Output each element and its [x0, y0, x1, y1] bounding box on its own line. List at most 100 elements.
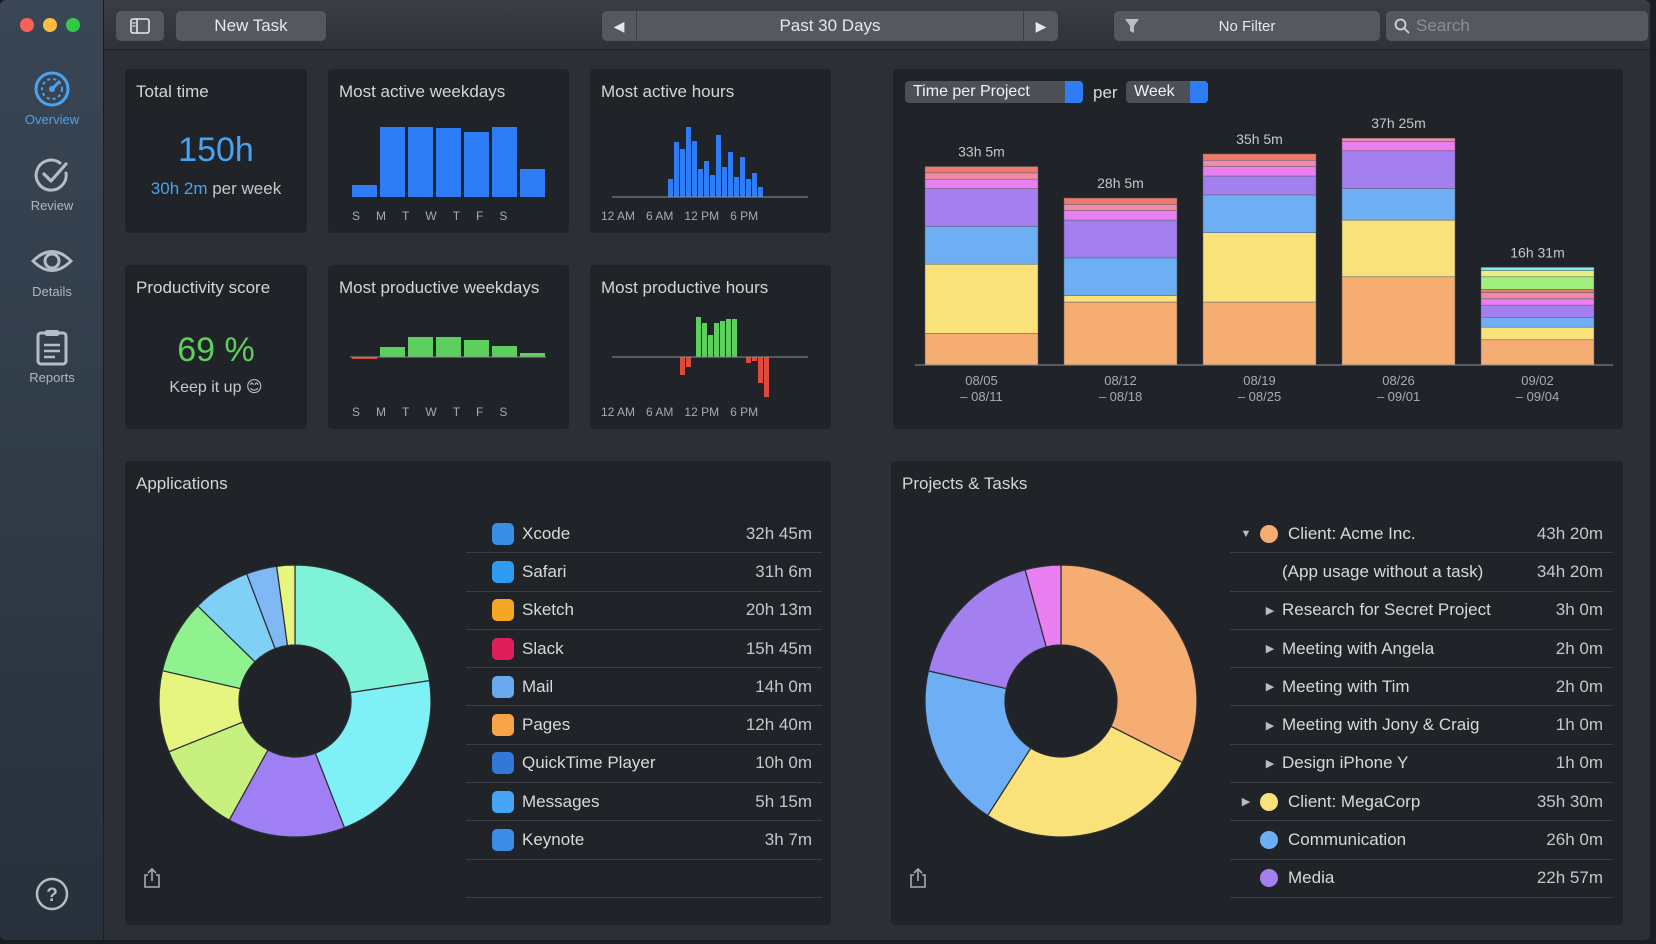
zoom-window-button[interactable]: [66, 18, 80, 32]
project-duration: 3h 0m: [1555, 600, 1603, 620]
toggle-sidebar-button[interactable]: [116, 11, 164, 41]
donut-slice: [986, 725, 1184, 838]
app-row[interactable]: Sketch 20h 13m: [466, 592, 822, 630]
minimize-window-button[interactable]: [43, 18, 57, 32]
project-row[interactable]: News5h 40m: [1230, 898, 1613, 901]
disclosure-collapsed-icon[interactable]: ▶: [1265, 643, 1275, 656]
donut-slice: [294, 564, 431, 694]
bar-total-label: 35h 5m: [1236, 131, 1283, 147]
per-label: per: [1093, 83, 1118, 102]
project-stack-segment: [1480, 292, 1595, 300]
app-row[interactable]: Mail 14h 0m: [466, 668, 822, 707]
app-duration: 31h 6m: [755, 561, 812, 581]
previous-range-button[interactable]: ◀: [602, 11, 636, 41]
project-duration: 2h 0m: [1555, 676, 1603, 696]
disclosure-collapsed-icon[interactable]: ▶: [1265, 604, 1275, 617]
app-name: Messages: [522, 791, 600, 811]
project-name: Meeting with Jony & Craig: [1282, 715, 1480, 735]
weekday-bar: [380, 127, 405, 197]
project-stack-segment: [1202, 194, 1317, 233]
project-row[interactable]: ▶ Client: MegaCorp 35h 30m: [1230, 783, 1613, 822]
search-field[interactable]: [1386, 11, 1648, 41]
xcode-app-icon: [492, 522, 514, 545]
app-row[interactable]: QuickTime Player 10h 0m: [466, 745, 822, 784]
project-duration: 1h 0m: [1555, 753, 1603, 773]
question-circle-icon[interactable]: ?: [34, 876, 70, 912]
close-window-button[interactable]: [20, 18, 34, 32]
app-row[interactable]: Keynote 3h 7m: [466, 821, 822, 860]
axis-tick-label: W: [425, 405, 437, 419]
app-row[interactable]: Slack 15h 45m: [466, 630, 822, 669]
search-input[interactable]: [1416, 15, 1636, 37]
weekdays-bar-chart: [352, 127, 545, 197]
weekday-bar: [436, 128, 461, 197]
most-active-hours-card: Most active hours 12 AM 6 AM 12 PM 6 PM: [590, 69, 831, 233]
x-axis-tick-label: – 09/01: [1377, 389, 1420, 404]
app-row[interactable]: Pages 12h 40m: [466, 706, 822, 745]
weekday-bar: [492, 346, 517, 357]
hour-axis-labels: 12 AM 6 AM 12 PM 6 PM: [601, 209, 769, 223]
share-icon[interactable]: [143, 867, 161, 889]
hour-bar: [758, 357, 763, 383]
select-stepper-icon: [1065, 81, 1083, 103]
app-row[interactable]: Messages 5h 15m: [466, 783, 822, 822]
time-per-project-card: Time per Project per Week 33h 5m 08/05– 0…: [893, 69, 1623, 429]
weekday-bar: [436, 337, 461, 357]
app-duration: 15h 45m: [745, 638, 812, 658]
sidebar: Overview Review Details: [0, 0, 104, 940]
app-row[interactable]: Safari 31h 6m: [466, 553, 822, 592]
hour-bar: [720, 321, 725, 357]
per-week-suffix: per week: [212, 179, 282, 198]
project-row[interactable]: Communication 26h 0m: [1230, 821, 1613, 860]
sidebar-item-review[interactable]: Review: [0, 154, 104, 240]
task-row[interactable]: ▶ Research for Secret Project 3h 0m: [1230, 592, 1613, 630]
project-duration: 35h 30m: [1536, 791, 1603, 811]
disclosure-collapsed-icon[interactable]: ▶: [1265, 681, 1275, 694]
hour-bar: [708, 335, 713, 357]
hour-bar: [726, 319, 731, 357]
share-icon[interactable]: [909, 867, 927, 889]
disclosure-collapsed-icon[interactable]: ▶: [1265, 719, 1275, 732]
next-range-button[interactable]: ▶: [1024, 11, 1058, 41]
project-stack-segment: [1480, 339, 1595, 366]
disclosure-collapsed-icon[interactable]: ▶: [1265, 757, 1275, 770]
most-productive-hours-card: Most productive hours 12 AM 6 AM 12 PM 6 PM: [590, 265, 831, 429]
hour-bar: [674, 142, 679, 197]
sidebar-item-details[interactable]: Details: [0, 240, 104, 326]
task-row[interactable]: ▶ Meeting with Jony & Craig 1h 0m: [1230, 706, 1613, 745]
hour-bar: [686, 357, 691, 367]
x-axis-tick-label: 08/05: [965, 373, 998, 388]
app-duration: 20h 13m: [745, 600, 812, 620]
card-title: Most productive hours: [601, 278, 769, 297]
task-row[interactable]: ▶ Design iPhone Y 1h 0m: [1230, 745, 1613, 784]
sidebar-item-reports[interactable]: Reports: [0, 326, 104, 412]
task-row[interactable]: ▶ Meeting with Tim 2h 0m: [1230, 668, 1613, 707]
new-task-button[interactable]: New Task: [176, 11, 326, 41]
project-stack-segment: [1341, 137, 1456, 142]
disclosure-expanded-icon[interactable]: ▼: [1240, 527, 1252, 540]
filter-button[interactable]: No Filter: [1114, 11, 1380, 41]
hour-bar: [716, 135, 721, 197]
weekday-bar: [380, 347, 405, 357]
hour-bar: [764, 357, 769, 397]
project-name: Design iPhone Y: [1282, 753, 1409, 773]
project-color-dot: [1260, 792, 1278, 811]
period-select[interactable]: Week: [1126, 81, 1208, 103]
task-row[interactable]: (App usage without a task) 34h 20m: [1230, 553, 1613, 592]
app-name: Sketch: [522, 600, 574, 620]
hour-bar: [734, 177, 739, 197]
app-row[interactable]: Xcode 32h 45m: [466, 515, 822, 554]
axis-tick-label: 12 AM: [601, 405, 636, 419]
project-name: Communication: [1288, 830, 1407, 850]
project-row[interactable]: Media 22h 57m: [1230, 860, 1613, 898]
projects-tasks-card: Projects & Tasks ▼ Client: Acme Inc. 43h 2…: [891, 461, 1623, 925]
project-row[interactable]: ▼ Client: Acme Inc. 43h 20m: [1230, 515, 1613, 554]
task-row[interactable]: ▶ Meeting with Angela 2h 0m: [1230, 630, 1613, 669]
project-duration: 2h 0m: [1555, 638, 1603, 658]
axis-tick-label: 6 AM: [646, 209, 674, 223]
disclosure-collapsed-icon[interactable]: ▶: [1241, 796, 1251, 809]
metric-select[interactable]: Time per Project: [905, 81, 1083, 103]
date-range-label[interactable]: Past 30 Days: [636, 11, 1024, 41]
sidebar-item-overview[interactable]: Overview: [0, 68, 104, 154]
